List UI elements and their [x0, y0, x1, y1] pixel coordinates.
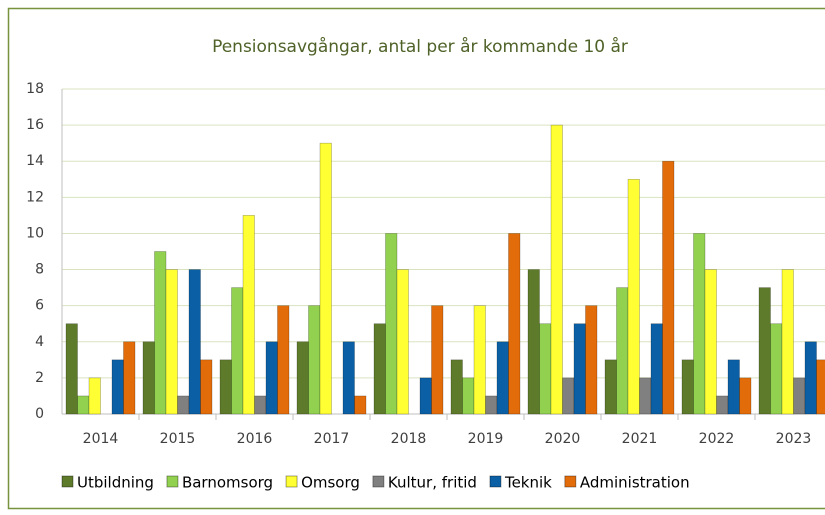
bar — [681, 359, 694, 415]
y-tick-label: 0 — [35, 406, 44, 422]
bar — [462, 377, 475, 415]
bar — [254, 395, 267, 415]
bar — [627, 178, 640, 415]
legend-label: Kultur, fritid — [388, 474, 477, 492]
chart-frame — [7, 7, 825, 510]
x-tick-label: 2019 — [468, 431, 504, 447]
x-tick-label: 2014 — [83, 431, 119, 447]
x-tick-label: 2022 — [699, 431, 735, 447]
bar — [111, 359, 124, 415]
bar — [319, 142, 332, 415]
bar — [123, 341, 136, 415]
x-tick-label: 2015 — [160, 431, 196, 447]
bar — [473, 305, 486, 415]
bar — [385, 233, 398, 415]
legend-label: Omsorg — [301, 474, 360, 492]
bar — [662, 160, 675, 415]
y-tick-label: 6 — [35, 298, 44, 314]
bar — [562, 377, 575, 415]
y-tick-label: 2 — [35, 370, 44, 386]
legend-swatch — [61, 475, 74, 488]
bar — [373, 323, 386, 415]
bar — [639, 377, 652, 415]
x-tick-label: 2020 — [545, 431, 581, 447]
bar — [496, 341, 509, 415]
legend-swatch — [166, 475, 179, 488]
bar — [739, 377, 752, 415]
legend-label: Administration — [580, 474, 690, 492]
bar — [527, 269, 540, 415]
y-tick-label: 14 — [26, 153, 44, 169]
bar — [804, 341, 817, 415]
bar — [88, 377, 101, 415]
bar — [396, 269, 409, 415]
bar — [693, 233, 706, 415]
bar — [342, 341, 355, 415]
bar — [177, 395, 190, 415]
bar — [165, 269, 178, 415]
bar — [508, 233, 521, 415]
bar — [604, 359, 617, 415]
bar — [585, 305, 598, 415]
bar — [573, 323, 586, 415]
y-tick-label: 16 — [26, 117, 44, 133]
bar — [296, 341, 309, 415]
bar — [650, 323, 663, 415]
bar — [419, 377, 432, 415]
bar — [265, 341, 278, 415]
bar — [77, 395, 90, 415]
bar — [200, 359, 213, 415]
bar — [277, 305, 290, 415]
y-tick-label: 18 — [26, 81, 44, 97]
bar — [242, 215, 255, 415]
bar — [231, 287, 244, 415]
bar — [219, 359, 232, 415]
legend-label: Teknik — [504, 474, 552, 492]
x-tick-label: 2021 — [622, 431, 658, 447]
bar — [65, 323, 78, 415]
bar — [770, 323, 783, 415]
bar — [308, 305, 321, 415]
legend-label: Barnomsorg — [182, 474, 273, 492]
bar — [704, 269, 717, 415]
bar — [539, 323, 552, 415]
bar — [758, 287, 771, 415]
y-tick-label: 10 — [26, 225, 44, 241]
x-tick-label: 2023 — [776, 431, 812, 447]
bar — [154, 251, 167, 415]
legend-swatch — [489, 475, 502, 488]
bar — [354, 395, 367, 415]
legend-swatch — [285, 475, 298, 488]
legend-label: Utbildning — [77, 474, 154, 492]
legend-swatch — [564, 475, 577, 488]
bar — [616, 287, 629, 415]
bar — [716, 395, 729, 415]
bar — [188, 269, 201, 415]
chart-title: Pensionsavgångar, antal per år kommande … — [212, 36, 628, 57]
bar — [431, 305, 444, 415]
x-tick-label: 2016 — [237, 431, 273, 447]
bar — [142, 341, 155, 415]
bar — [485, 395, 498, 415]
x-tick-label: 2017 — [314, 431, 350, 447]
bar — [727, 359, 740, 415]
x-tick-label: 2018 — [391, 431, 427, 447]
bar — [793, 377, 806, 415]
y-tick-label: 4 — [35, 334, 44, 350]
bar — [781, 269, 794, 415]
bar — [816, 359, 825, 415]
y-tick-label: 8 — [35, 262, 44, 278]
legend-swatch — [372, 475, 385, 488]
bar — [450, 359, 463, 415]
bar — [550, 124, 563, 415]
y-tick-label: 12 — [26, 189, 44, 205]
